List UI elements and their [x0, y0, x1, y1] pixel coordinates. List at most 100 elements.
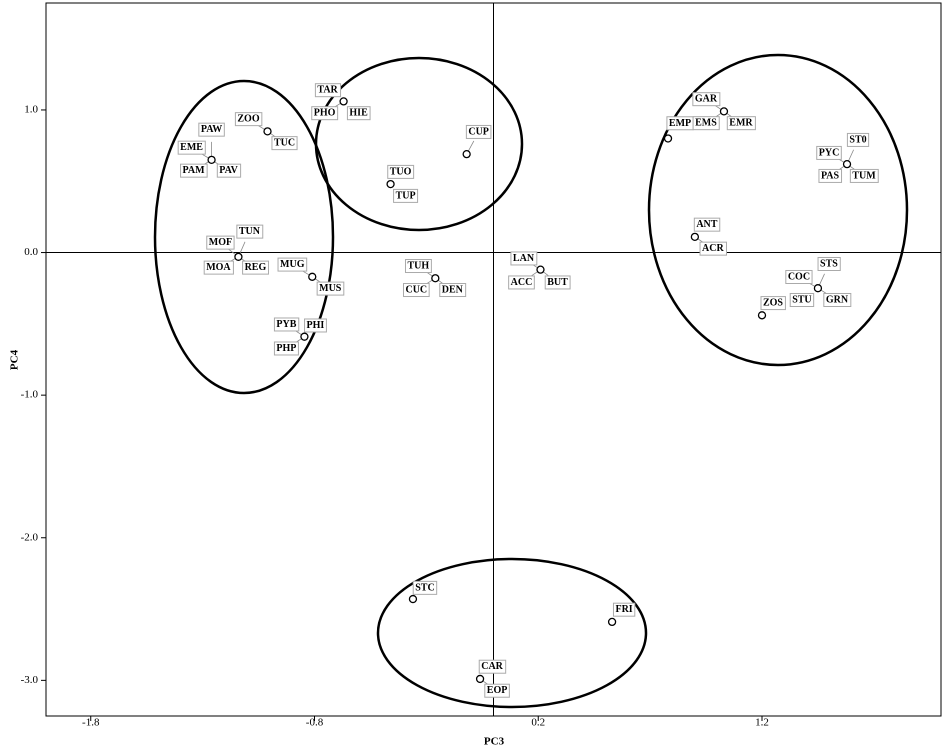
point-label: EME	[180, 142, 203, 153]
label-box	[692, 116, 720, 131]
label-box	[439, 283, 467, 298]
label-box	[198, 122, 225, 137]
label-box	[693, 217, 721, 232]
label-box	[816, 145, 842, 160]
x-tick-label: 1.2	[755, 717, 769, 729]
point-label: ZOS	[763, 298, 783, 309]
ellipses	[153, 53, 909, 709]
point	[462, 150, 471, 159]
point-label: CAR	[481, 661, 503, 672]
label-box	[177, 140, 206, 155]
label-box	[203, 260, 234, 275]
point-label: TUC	[274, 138, 295, 149]
point	[408, 594, 418, 604]
point	[431, 274, 440, 283]
point-label: MOF	[209, 237, 232, 248]
label-box	[277, 257, 308, 272]
point	[475, 674, 485, 684]
point	[663, 134, 673, 143]
point-label: MOA	[206, 262, 231, 273]
label-box	[316, 281, 345, 296]
label-box	[510, 251, 538, 266]
label-box	[818, 168, 843, 183]
point	[339, 97, 348, 106]
point-label: MUG	[280, 259, 305, 270]
point-label: DEN	[442, 285, 464, 296]
label-box	[273, 317, 300, 332]
label-box	[484, 683, 510, 698]
point	[308, 272, 317, 281]
x-tick-label: -0.8	[306, 717, 324, 729]
label-box	[216, 163, 242, 178]
label-box	[180, 163, 208, 178]
x-tick-label: 0.2	[531, 717, 545, 729]
point-label: ACC	[511, 277, 533, 288]
point	[234, 252, 243, 261]
point-label: TUN	[239, 226, 261, 237]
point	[757, 311, 767, 320]
point-label: PHO	[314, 108, 336, 119]
point-label: ACR	[702, 243, 724, 254]
label-box	[465, 124, 492, 139]
point-label: STS	[820, 258, 838, 269]
point-label: PAM	[183, 165, 206, 176]
y-axis-title: PC4	[9, 349, 21, 370]
point-label: PHP	[276, 343, 296, 354]
label-box	[236, 224, 264, 239]
label-box	[412, 580, 438, 595]
point-label: PAW	[201, 124, 222, 135]
label-box	[785, 269, 813, 284]
point-label: ZOO	[237, 114, 259, 125]
point-label: TUO	[390, 166, 412, 177]
label-box	[789, 292, 815, 307]
ellipse	[153, 79, 335, 395]
label-box	[849, 168, 879, 183]
label-box	[271, 136, 298, 151]
y-tick-label: 1.0	[24, 103, 38, 115]
point-label: HIE	[349, 108, 368, 119]
label-box	[273, 341, 299, 356]
label-box	[478, 659, 507, 674]
label-box	[846, 132, 870, 147]
label-box	[404, 259, 432, 274]
point	[536, 265, 545, 274]
y-tick-label: -3.0	[21, 674, 39, 686]
point-label: STC	[415, 582, 434, 593]
point-label: TUM	[852, 170, 876, 181]
point-label: LAN	[513, 253, 535, 264]
label-box	[304, 318, 327, 333]
point-label: REG	[245, 262, 267, 273]
label-box	[508, 275, 535, 290]
point	[690, 232, 700, 242]
point-label: PHI	[307, 320, 325, 331]
y-tick-label: -1.0	[21, 389, 39, 401]
point-label: FRI	[615, 604, 632, 615]
point-label: MUS	[319, 283, 342, 294]
point	[813, 284, 823, 293]
point	[842, 159, 852, 169]
label-box	[817, 256, 841, 271]
point-label: CUP	[468, 126, 489, 137]
label-box	[823, 292, 852, 307]
point	[207, 155, 216, 165]
y-tick-label: -2.0	[21, 531, 39, 543]
point	[300, 332, 309, 341]
point	[607, 617, 617, 627]
point-label: PYB	[276, 319, 296, 330]
point-label: COC	[788, 271, 810, 282]
label-box	[612, 602, 636, 617]
ellipse	[314, 56, 524, 232]
label-box	[234, 112, 263, 127]
ellipse	[647, 53, 909, 367]
point-label: EOP	[487, 685, 508, 696]
point-label: ANT	[696, 219, 717, 230]
y-tick-label: 0.0	[24, 246, 38, 258]
point-label: BUT	[547, 277, 568, 288]
label-box	[726, 116, 756, 131]
point-label: GAR	[695, 94, 718, 105]
point-label: TAR	[317, 85, 338, 96]
point-label: STU	[792, 294, 811, 305]
label-box	[760, 296, 786, 311]
point	[263, 127, 272, 136]
